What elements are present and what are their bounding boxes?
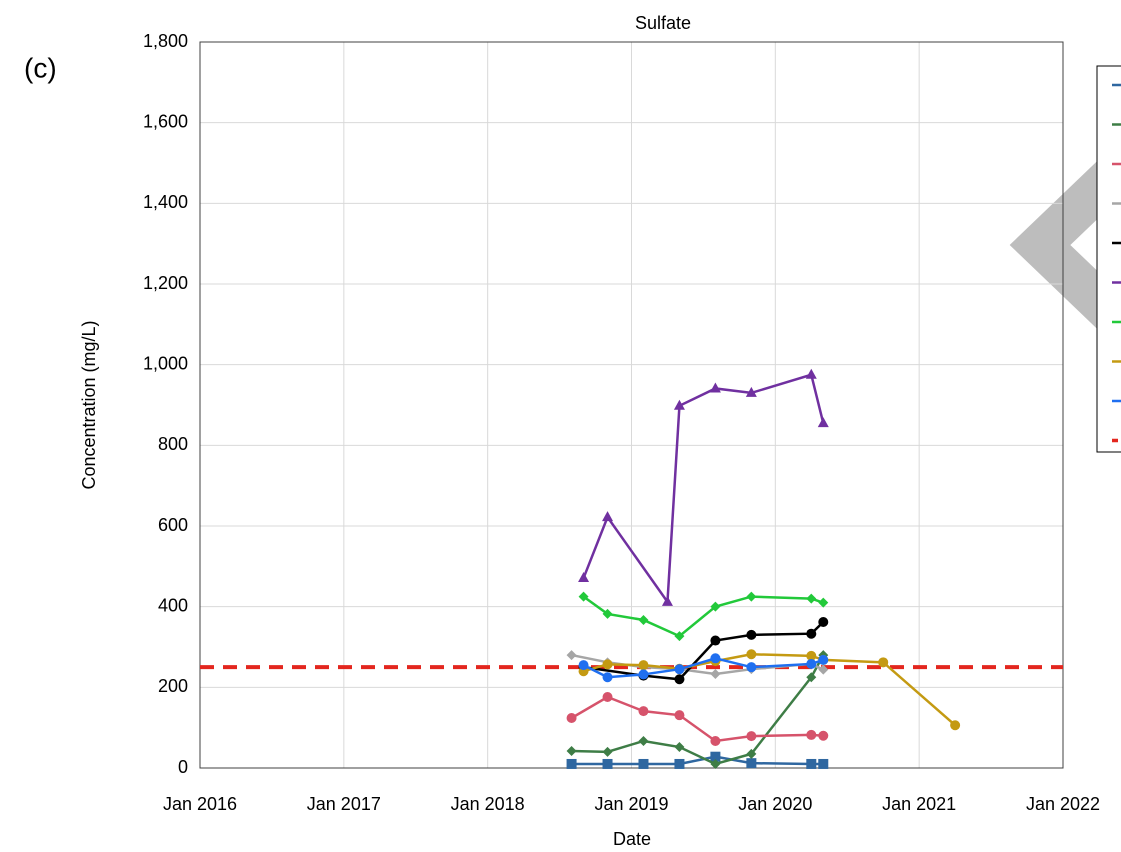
- marker: [746, 629, 757, 640]
- marker: [746, 758, 757, 769]
- marker: [806, 628, 817, 639]
- series-line: [582, 656, 824, 679]
- x-tick-label: Jan 2022: [1026, 794, 1100, 814]
- marker: [674, 758, 685, 769]
- y-tick-label: 0: [178, 757, 188, 777]
- marker: [638, 706, 649, 717]
- y-tick-label: 600: [158, 515, 188, 535]
- y-tick-label: 200: [158, 676, 188, 696]
- marker: [602, 608, 613, 619]
- marker: [602, 511, 614, 522]
- marker: [710, 758, 721, 769]
- y-tick-label: 1,400: [143, 192, 188, 212]
- marker: [806, 758, 817, 769]
- series-line: [570, 695, 824, 743]
- marker: [746, 591, 757, 602]
- marker: [818, 730, 829, 741]
- legend-box: [1096, 65, 1121, 453]
- y-tick-label: 1,000: [143, 353, 188, 373]
- marker: [638, 614, 649, 625]
- marker: [806, 593, 817, 604]
- marker: [578, 660, 589, 671]
- marker: [806, 729, 817, 740]
- marker: [818, 654, 829, 665]
- marker: [578, 572, 590, 583]
- marker: [674, 710, 685, 721]
- x-axis-label: Date: [613, 829, 651, 849]
- y-tick-label: 1,800: [143, 31, 188, 51]
- series-line: [582, 373, 825, 606]
- y-axis-label: Concentration (mg/L): [79, 320, 99, 489]
- marker: [578, 591, 589, 602]
- marker: [674, 631, 685, 642]
- marker: [566, 746, 577, 757]
- marker: [566, 650, 577, 661]
- marker: [818, 664, 829, 675]
- marker: [745, 386, 757, 397]
- x-tick-label: Jan 2017: [307, 794, 381, 814]
- panel-label: (c): [24, 52, 57, 83]
- marker: [661, 595, 673, 606]
- marker: [746, 649, 757, 660]
- marker: [710, 653, 721, 664]
- series-line: [582, 595, 824, 638]
- x-tick-label: Jan 2016: [163, 794, 237, 814]
- marker: [806, 650, 817, 661]
- marker: [710, 601, 721, 612]
- marker: [710, 669, 721, 680]
- x-tick-label: Jan 2018: [451, 794, 525, 814]
- marker: [602, 746, 613, 757]
- marker: [602, 692, 613, 703]
- series-line: [571, 755, 824, 766]
- marker: [746, 748, 757, 759]
- marker: [602, 672, 613, 683]
- marker: [818, 597, 829, 608]
- marker: [878, 657, 889, 668]
- marker: [674, 674, 685, 685]
- x-tick-label: Jan 2021: [882, 794, 956, 814]
- marker: [638, 669, 649, 680]
- marker: [710, 751, 721, 762]
- y-tick-label: 400: [158, 595, 188, 615]
- marker: [673, 399, 685, 410]
- marker: [818, 616, 829, 627]
- plot-frame: [199, 41, 1064, 769]
- marker: [602, 758, 613, 769]
- marker: [818, 758, 829, 769]
- series-line: [571, 654, 825, 766]
- series-line: [583, 653, 956, 727]
- y-tick-label: 1,600: [143, 111, 188, 131]
- series-line: [583, 621, 825, 681]
- marker: [674, 742, 685, 753]
- marker: [710, 735, 721, 746]
- marker: [817, 417, 829, 428]
- marker: [674, 664, 685, 675]
- x-tick-label: Jan 2019: [594, 794, 668, 814]
- marker: [566, 712, 577, 723]
- marker: [746, 662, 757, 673]
- marker: [638, 660, 649, 671]
- marker: [709, 382, 721, 393]
- marker: [805, 368, 817, 379]
- marker: [638, 735, 649, 746]
- x-tick-label: Jan 2020: [738, 794, 812, 814]
- marker: [710, 635, 721, 646]
- marker: [950, 720, 961, 731]
- marker: [638, 758, 649, 769]
- marker: [806, 672, 817, 683]
- y-tick-label: 800: [158, 434, 188, 454]
- marker: [602, 659, 613, 670]
- marker: [746, 731, 757, 742]
- y-tick-label: 1,200: [143, 273, 188, 293]
- marker: [806, 658, 817, 669]
- chart-title: Sulfate: [635, 13, 691, 33]
- marker: [566, 758, 577, 769]
